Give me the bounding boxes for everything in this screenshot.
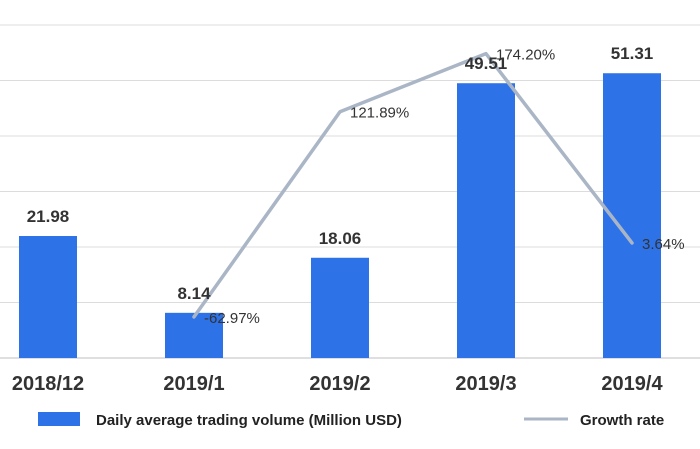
bar-value-label: 51.31 [611,44,654,63]
bar-2019-1 [165,312,223,358]
bar-value-label: 18.06 [319,229,362,248]
x-axis-ticks: 2018/12 2019/1 2019/2 2019/3 2019/4 [12,373,664,395]
growth-rate-line [192,51,634,319]
x-tick-label: 2019/1 [163,373,224,395]
growth-rate-label: 121.89% [350,105,409,122]
data-labels: 21.98 8.14 18.06 49.51 51.31 -62.97% 121.89% 17… [27,44,685,327]
bar-value-label: 8.14 [177,284,211,303]
legend-label-growth: Growth rate [580,412,664,429]
bar-2018-12 [19,236,77,358]
x-tick-label: 2019/4 [601,373,663,395]
bar-2019-3 [457,83,515,359]
legend-label-volume: Daily average trading volume (Million US… [96,412,402,429]
x-tick-label: 2018/12 [12,373,84,395]
legend-swatch-volume [38,412,80,426]
bar-2019-2 [311,257,369,358]
growth-rate-label: -62.97% [204,310,260,327]
bar-value-label: 49.51 [465,54,508,73]
growth-rate-series [192,51,634,319]
bar-value-label: 21.98 [27,207,70,226]
legend: Daily average trading volume (Million US… [38,412,664,429]
bar-series [19,73,661,359]
growth-rate-label: 3.64% [642,236,685,253]
x-tick-label: 2019/2 [309,373,370,395]
growth-rate-label: 174.20% [496,47,555,64]
x-tick-label: 2019/3 [455,373,516,395]
